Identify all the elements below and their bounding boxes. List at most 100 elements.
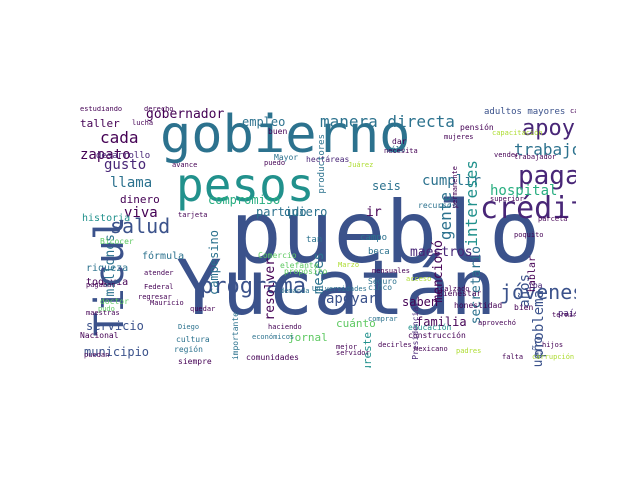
- cloud-word: campesino: [207, 230, 221, 296]
- cloud-word: mujeres: [444, 133, 474, 141]
- cloud-word: tan: [306, 235, 323, 245]
- cloud-word: doctor: [100, 297, 129, 306]
- cloud-word: importante: [231, 312, 240, 361]
- cloud-word: regresar: [138, 293, 172, 301]
- cloud-word: cumplir: [422, 173, 482, 189]
- cloud-word: acceso: [406, 275, 432, 283]
- cloud-word: Mayor: [274, 153, 299, 162]
- cloud-word: gusto: [104, 157, 147, 173]
- cloud-word: dar: [392, 137, 407, 146]
- cloud-word: pesos: [176, 158, 315, 212]
- cloud-word: municipio: [84, 345, 150, 359]
- cloud-word: puedan: [84, 351, 110, 359]
- cloud-word: aprovechó: [478, 319, 516, 327]
- cloud-word: gobernador: [146, 107, 225, 122]
- cloud-word: resolver: [263, 258, 278, 321]
- cloud-word: haciendo: [268, 323, 302, 331]
- cloud-word: pagar: [518, 161, 576, 191]
- cloud-word: Marzo: [338, 261, 360, 269]
- cloud-word: cuánto: [336, 317, 376, 330]
- cloud-word: hijos: [542, 341, 564, 349]
- cloud-word: maestras: [86, 309, 120, 317]
- cloud-word: región: [174, 345, 203, 354]
- cloud-word: necesita: [384, 147, 418, 155]
- cloud-word: Yucatán: [176, 243, 497, 332]
- cloud-word: ir: [366, 205, 382, 220]
- cloud-word: siempre: [178, 357, 212, 366]
- cloud-word: salud: [110, 214, 171, 238]
- cloud-word: Nacional: [80, 331, 119, 340]
- cloud-word: sólo: [386, 145, 406, 154]
- cloud-word: riqueza: [86, 263, 129, 274]
- cloud-word: intereses: [462, 160, 481, 247]
- cloud-word: estudiando: [80, 106, 123, 113]
- cloud-word: permanente: [451, 166, 459, 209]
- cloud-word: apoyo: [522, 116, 576, 141]
- cloud-word: capacitación: [492, 129, 543, 137]
- cloud-word: compromiso: [208, 193, 281, 207]
- cloud-word: trabajo: [514, 140, 576, 159]
- cloud-word: buen: [268, 127, 288, 136]
- cloud-word: taller: [80, 117, 120, 130]
- cloud-word: programa: [200, 274, 306, 299]
- cloud-word: historia: [82, 213, 131, 224]
- cloud-word: apoyar: [326, 291, 377, 307]
- cloud-word: país: [558, 309, 576, 319]
- cloud-word: todavía: [86, 277, 129, 288]
- cloud-word: pueblo: [230, 183, 541, 283]
- cloud-word: iba: [528, 281, 543, 290]
- cloud-word: Juárez: [348, 161, 374, 169]
- cloud-word: cultura: [176, 335, 210, 344]
- cloud-word: llama: [110, 175, 153, 191]
- cloud-word: dinero: [120, 193, 160, 206]
- cloud-word: superior: [490, 195, 524, 203]
- cloud-word: quedar: [190, 305, 216, 313]
- cloud-word: cinco: [368, 283, 393, 292]
- cloud-word: tarjeta: [178, 211, 208, 219]
- cloud-word: jornal: [288, 331, 328, 344]
- cloud-word: mejor: [336, 343, 358, 351]
- cloud-word: propósito: [284, 267, 328, 276]
- cloud-word: falta: [502, 353, 524, 361]
- cloud-word: honestidad: [454, 301, 503, 310]
- cloud-word: servicio: [86, 319, 144, 333]
- cloud-word: adultos mayores: [484, 107, 566, 117]
- cloud-word: pudo: [98, 305, 115, 313]
- cloud-word: Universidades: [312, 285, 367, 293]
- cloud-word: Bienestar: [438, 289, 482, 298]
- cloud-word: hospital: [490, 183, 558, 199]
- cloud-word: mensuales: [372, 267, 410, 275]
- cloud-word: lucha: [132, 119, 154, 127]
- cloud-word: Bicocer: [100, 237, 134, 246]
- cloud-word: calzado: [440, 285, 470, 293]
- cloud-word: demanda: [280, 287, 310, 295]
- cloud-word: zapato: [80, 147, 131, 163]
- cloud-word: crédito: [480, 191, 576, 226]
- cloud-word: parcela: [538, 215, 568, 223]
- cloud-word: terminan: [552, 311, 576, 319]
- cloud-word: vender: [494, 151, 520, 159]
- cloud-word: derecho: [144, 106, 174, 113]
- cloud-word: padres: [456, 347, 482, 355]
- cloud-word: elefante: [280, 261, 319, 270]
- cloud-word: atender: [144, 269, 174, 277]
- cloud-word: decirles: [378, 341, 412, 349]
- cloud-word: recursos: [418, 201, 457, 210]
- cloud-word: cabo: [570, 107, 576, 115]
- cloud-word: manera directa: [320, 112, 455, 131]
- cloud-word: campo: [360, 233, 388, 243]
- cloud-word: pagaban: [86, 281, 116, 289]
- cloud-word: puedo: [264, 159, 286, 167]
- cloud-word: hectáreas: [306, 155, 350, 164]
- cloud-word: maestros: [410, 245, 473, 260]
- cloud-word: educación: [408, 323, 452, 332]
- cloud-word: empleo: [242, 115, 286, 129]
- cloud-word: cada: [100, 128, 139, 147]
- cloud-word: beca: [368, 247, 390, 257]
- cloud-word: comprar: [368, 315, 398, 323]
- cloud-word: mexicano: [414, 345, 448, 353]
- cloud-word: comunidades: [246, 353, 299, 362]
- cloud-word: corrupción: [532, 353, 575, 361]
- cloud-word: familia: [416, 315, 467, 329]
